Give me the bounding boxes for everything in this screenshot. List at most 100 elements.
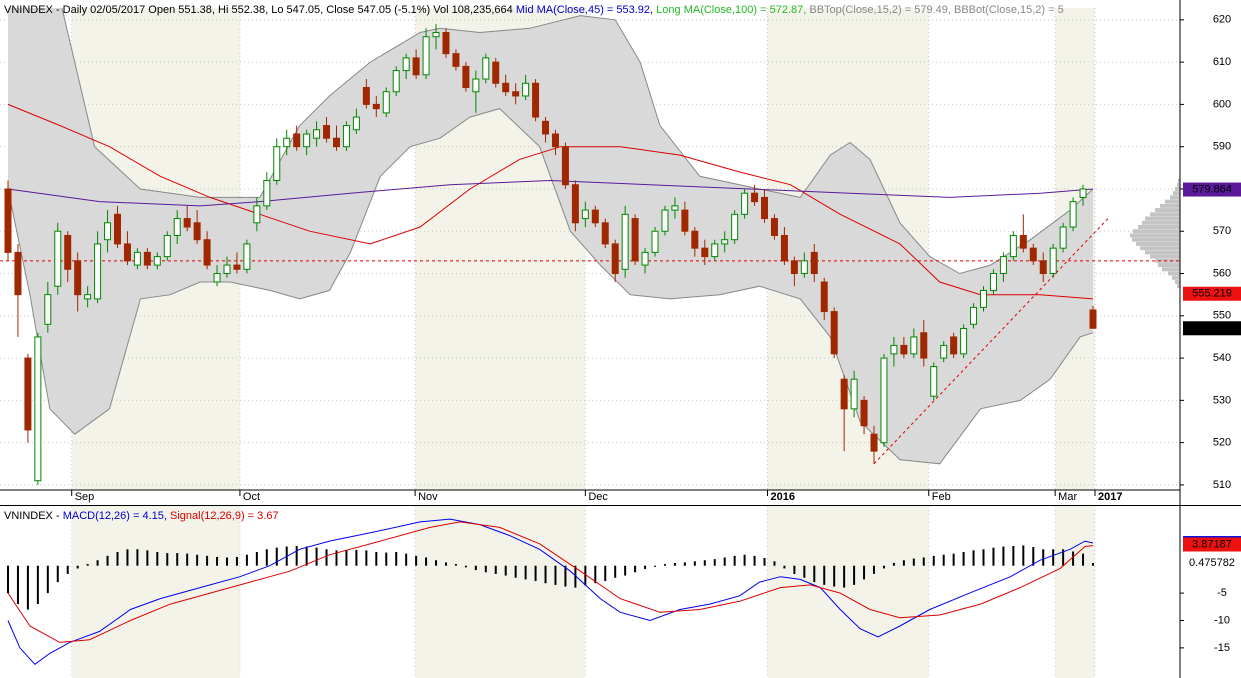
volume-profile-bar — [1160, 203, 1180, 208]
volume-profile-bar — [1175, 186, 1180, 191]
panel-header: VNINDEX - Daily 02/05/2017 Open 551.38, … — [4, 4, 1064, 16]
candle-body — [183, 218, 191, 228]
candle-body — [163, 234, 171, 258]
y-tick-label: 610 — [1213, 56, 1231, 68]
candle-body — [621, 213, 629, 270]
candle-body — [372, 103, 380, 110]
candle-body — [452, 53, 460, 67]
volume-profile-bar — [1170, 195, 1180, 200]
candle-body — [551, 133, 559, 148]
y-tick-label: 570 — [1213, 225, 1231, 237]
candle-body — [651, 230, 659, 253]
volume-profile-bar — [1145, 216, 1180, 221]
candle-body — [44, 294, 52, 325]
volume-profile-bar — [1132, 237, 1180, 242]
bollinger-band — [8, 8, 1093, 464]
candle-body — [263, 180, 271, 207]
candle-body — [980, 289, 988, 308]
header-segment: VNINDEX - Daily 02/05/2017 Open 551.38, … — [4, 4, 516, 16]
volume-profile-bar — [1165, 199, 1180, 204]
volume-profile-bar — [1138, 225, 1180, 230]
candle-body — [751, 192, 759, 203]
x-tick-label: Dec — [588, 491, 608, 503]
candle-body — [910, 336, 918, 355]
header-segment: MACD(12,26) = 4.15, — [63, 510, 170, 522]
candle-body — [542, 120, 550, 135]
candle-body — [860, 399, 868, 427]
candle-body — [1029, 247, 1037, 262]
candle-body — [412, 57, 420, 76]
candle-body — [64, 234, 72, 270]
x-tick-label: Sep — [75, 491, 95, 503]
candle-body — [213, 273, 221, 283]
candle-body — [1059, 226, 1067, 249]
candle-body — [123, 243, 131, 262]
macd-line — [7, 521, 1094, 643]
candle-body — [770, 218, 778, 236]
candle-body — [293, 133, 301, 148]
candle-body — [402, 57, 410, 72]
candle-body — [253, 205, 261, 224]
candle-body — [681, 209, 689, 232]
price-label: 547.05 — [1195, 322, 1229, 334]
y-tick-label: 540 — [1213, 352, 1231, 364]
candle-body — [382, 91, 390, 114]
volume-profile-bar — [1168, 271, 1180, 276]
value-label: 3.87187 — [1192, 538, 1232, 550]
price-label: 579.864 — [1192, 183, 1232, 195]
candle-body — [173, 218, 181, 236]
volume-profile-bar — [1162, 267, 1180, 272]
y-tick-label: 510 — [1213, 479, 1231, 491]
candle-body — [223, 264, 231, 275]
candle-body — [701, 247, 709, 258]
price-panel — [0, 8, 1180, 490]
candle-body — [313, 129, 321, 139]
macd-panel — [7, 506, 1096, 678]
candle-body — [203, 239, 211, 266]
candle-body — [502, 82, 510, 93]
price-label-box — [1183, 182, 1241, 197]
y-tick-label: 520 — [1213, 437, 1231, 449]
x-tick-label: Nov — [418, 491, 438, 503]
volume-profile-bar — [1145, 250, 1180, 255]
header-segment: Signal(12,26,9) = 3.67 — [170, 510, 279, 522]
candle-body — [671, 205, 679, 211]
candle-body — [591, 209, 599, 224]
axes: Sep Oct Nov Dec 2016 Feb Mar 2017 510 520 530 540 55… — [71, 14, 1241, 654]
x-tick-label: Oct — [243, 491, 260, 503]
candle-body — [492, 61, 500, 84]
candle-body — [512, 91, 520, 97]
y-tick-label: 550 — [1213, 310, 1231, 322]
candle-body — [810, 251, 818, 275]
candle-body — [721, 239, 729, 245]
month-shade — [71, 506, 240, 678]
header-segment: Mid MA(Close,45) = 553.92, — [516, 4, 656, 16]
volume-profile-bar — [1172, 275, 1180, 280]
volume-profile-bar — [1173, 191, 1180, 196]
y-tick-label: 620 — [1213, 14, 1231, 26]
candle-body — [472, 78, 480, 93]
candle-body — [273, 146, 281, 182]
candle-body — [840, 378, 848, 410]
candle-body — [352, 116, 360, 131]
candle-body — [1069, 201, 1077, 228]
candle-body — [581, 209, 589, 220]
candle-body — [1049, 247, 1057, 275]
candle-body — [104, 222, 112, 241]
value-label-box — [1183, 556, 1241, 571]
candle-body — [601, 222, 609, 245]
x-tick-label: 2017 — [1098, 491, 1122, 503]
candle-body — [432, 32, 440, 38]
candle-body — [880, 357, 888, 444]
candle-body — [153, 256, 161, 266]
candle-body — [113, 213, 121, 245]
volume-profile-bar — [1150, 212, 1180, 217]
candle-body — [283, 137, 291, 148]
month-shade — [767, 506, 929, 678]
y-tick-label: 600 — [1213, 98, 1231, 110]
month-shade — [1055, 506, 1095, 678]
candle-body — [522, 82, 530, 97]
candle-body — [34, 336, 42, 482]
overlay-line — [7, 103, 1094, 300]
candle-body — [711, 243, 719, 258]
